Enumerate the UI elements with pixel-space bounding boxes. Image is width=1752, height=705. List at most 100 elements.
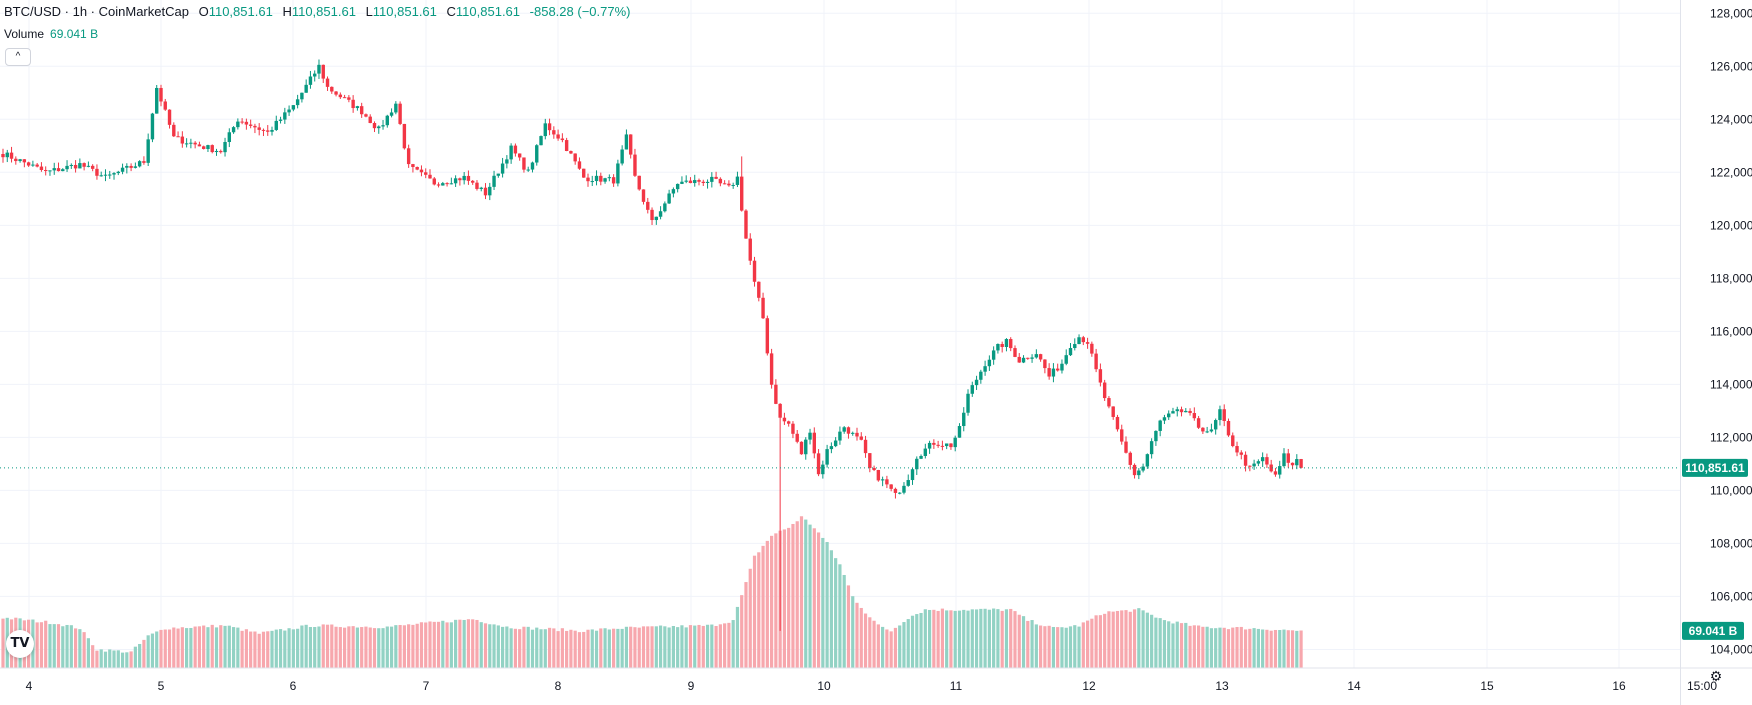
volume-bar [176,628,180,668]
price-tick-label: 108,000 [1710,536,1752,550]
volume-bar [300,625,304,668]
candle-body [424,172,428,175]
price-tick-label: 118,000 [1710,271,1752,285]
volume-bar [172,627,176,668]
volume-bar [992,608,996,668]
volume-bar [133,646,137,668]
volume-bar [816,532,821,668]
volume-bar [530,629,535,668]
volume-bar [710,624,714,668]
volume-bar [1039,625,1043,668]
candle-body [73,164,78,169]
volume-bar [1115,610,1120,668]
volume-bar [898,625,902,668]
volume-label: Volume [4,27,45,41]
volume-bar [338,627,342,668]
candle-body [321,64,325,79]
volume-bar [1171,623,1175,668]
candle-body [1269,464,1273,472]
volume-bar [1047,625,1051,668]
volume-bar [69,625,73,668]
candle-body [594,175,599,182]
collapse-legend-button[interactable]: ^ [5,48,31,66]
volume-bar [287,628,291,668]
candle-body [1239,452,1243,455]
volume-bar [919,612,923,668]
candle-body [39,166,44,171]
candle-body [1124,441,1128,453]
candle-body [377,126,381,129]
candle-body [14,158,18,162]
volume-bar [1256,628,1260,668]
candle-body [462,175,466,181]
candle-body [406,148,411,165]
volume-bar [385,626,389,668]
candle-body [253,125,257,128]
volume-bar [624,626,629,668]
volume-bar [881,626,885,668]
volume-bar [1278,630,1282,668]
volume-bar [479,622,483,668]
volume-bar [402,625,406,668]
volume-bar [1150,614,1154,668]
last-volume-label: 69.041 B [1689,624,1738,638]
volume-bar [612,628,616,668]
candle-body [898,492,902,494]
volume-bar [812,528,816,668]
volume-bar [202,625,206,668]
candle-body [1256,461,1261,464]
candle-body [283,112,287,120]
chevron-up-icon: ^ [15,51,21,62]
candle-body [500,163,505,174]
candle-body [624,134,629,150]
candle-body [1154,430,1158,442]
candle-body [1051,368,1056,377]
volume-bar [415,623,419,668]
candle-body [970,385,974,394]
candle-body [180,136,185,144]
volume-bar [761,545,765,668]
volume-bar [364,626,368,668]
candle-body [633,154,637,176]
volume-bar [808,524,812,668]
volume-bar [274,629,278,668]
volume-bar [565,630,569,668]
settings-icon[interactable]: ⚙ [1709,668,1723,684]
candle-body [419,169,424,173]
volume-bar [663,626,667,668]
candle-body [731,184,735,186]
volume-bar [714,625,718,668]
candle-body [637,175,641,190]
volume-bar [223,625,227,668]
volume-bar [872,620,876,668]
candle-body [1286,453,1290,463]
tradingview-logo[interactable]: TV [6,630,34,658]
candle-body [974,379,979,386]
volume-bar [116,650,120,668]
volume-bar [1026,620,1030,668]
volume-bar [492,624,496,668]
volume-bar [825,542,829,668]
volume-bar [859,607,863,668]
volume-bar [693,625,697,668]
candle-body [765,318,770,354]
volume-bar [996,609,1000,668]
candle-body [957,426,962,438]
candle-body [236,121,240,128]
candle-body [757,281,761,298]
candle-body [1162,417,1167,421]
volume-bar [146,635,150,668]
volume-bar [441,620,445,668]
volume-bar [513,628,517,668]
candle-body [189,142,193,144]
candle-body [880,479,885,481]
volume-bar [1154,617,1158,668]
volume-bar [360,627,364,668]
candle-body [120,167,125,172]
volume-bar [1098,615,1102,668]
candle-body [197,144,202,147]
volume-bar [1056,627,1060,668]
volume-bar [868,617,872,668]
candle-body [334,91,338,95]
